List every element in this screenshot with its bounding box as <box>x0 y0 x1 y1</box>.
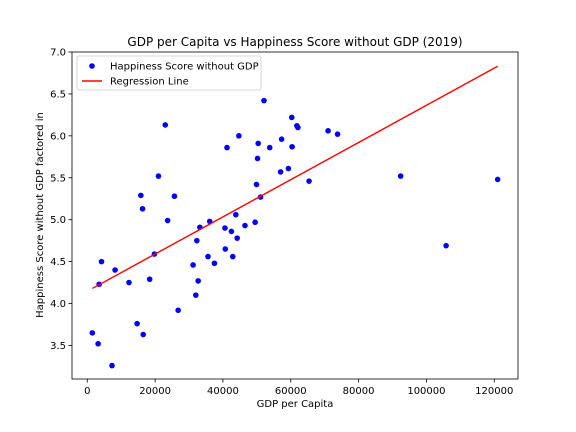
data-point <box>228 228 235 235</box>
data-point <box>164 217 171 224</box>
data-point <box>261 97 267 104</box>
y-tick-label: 5.0 <box>50 215 66 226</box>
data-point <box>254 155 261 162</box>
data-point <box>334 131 341 137</box>
plot-frame <box>71 51 519 380</box>
data-point <box>222 225 228 231</box>
data-point <box>139 205 146 212</box>
legend-point-marker <box>89 63 95 69</box>
x-tick-label: 0 <box>84 386 90 397</box>
data-point <box>98 258 105 265</box>
data-point <box>277 169 284 175</box>
regression-line <box>92 65 498 290</box>
y-tick-label: 7.0 <box>50 48 66 59</box>
data-point <box>295 124 301 131</box>
data-point <box>253 181 260 188</box>
data-point <box>134 320 140 327</box>
legend-box <box>76 55 262 91</box>
data-point <box>190 262 196 268</box>
plot-area <box>71 51 519 380</box>
data-point <box>443 242 449 249</box>
y-tick-label: 4.5 <box>50 257 66 268</box>
data-point <box>211 260 218 267</box>
data-point <box>285 165 292 172</box>
data-point <box>112 267 118 273</box>
data-point <box>195 278 201 284</box>
y-tick-label: 4.0 <box>50 299 66 310</box>
y-tick-label: 6.5 <box>50 89 66 100</box>
data-point <box>252 219 258 226</box>
data-point <box>155 173 162 179</box>
data-point <box>140 331 147 338</box>
legend-entry-label: Regression Line <box>110 77 189 88</box>
data-point <box>266 144 273 151</box>
legend-entry-label: Happiness Score without GDP <box>110 62 259 73</box>
data-point <box>494 176 501 183</box>
x-tick-label: 80000 <box>343 386 375 397</box>
data-point <box>109 362 115 369</box>
x-axis: 0 20000 40000 60000 80000 100000 120000 <box>84 379 513 397</box>
data-point <box>146 276 153 283</box>
x-axis-label: GDP per Capita <box>257 399 334 410</box>
y-axis: 3.5 4.0 4.5 5.0 5.5 6.0 6.5 7.0 <box>50 48 72 352</box>
data-point <box>222 246 229 252</box>
data-point <box>224 144 230 151</box>
x-tick-label: 100000 <box>407 386 445 397</box>
data-point <box>397 173 404 179</box>
legend: Happiness Score without GDP Regression Li… <box>76 55 262 91</box>
y-tick-label: 3.5 <box>50 341 66 352</box>
data-point <box>306 178 312 184</box>
x-tick-label: 120000 <box>475 386 513 397</box>
data-point <box>325 128 331 134</box>
data-point <box>233 211 239 218</box>
data-point <box>229 253 236 260</box>
data-point <box>255 140 262 147</box>
data-point <box>175 307 181 314</box>
data-point <box>242 222 248 229</box>
x-tick-label: 60000 <box>275 386 307 397</box>
data-point <box>171 193 178 200</box>
x-tick-label: 20000 <box>139 386 171 397</box>
x-tick-label: 40000 <box>207 386 239 397</box>
data-point <box>194 237 200 244</box>
data-point <box>205 253 211 260</box>
data-point <box>236 133 242 139</box>
y-tick-label: 5.5 <box>50 173 66 184</box>
data-point <box>126 279 132 286</box>
data-point <box>234 235 240 241</box>
chart-title: GDP per Capita vs Happiness Score withou… <box>127 35 462 49</box>
data-point <box>192 292 199 298</box>
data-point <box>89 330 96 336</box>
data-point <box>288 114 295 121</box>
y-axis-label: Happiness Score without GDP factored in <box>35 112 46 318</box>
data-point <box>278 136 285 142</box>
y-tick-label: 6.0 <box>50 131 66 142</box>
data-point <box>289 143 295 150</box>
data-point <box>95 340 101 347</box>
data-point <box>162 122 169 128</box>
data-point <box>138 192 144 199</box>
